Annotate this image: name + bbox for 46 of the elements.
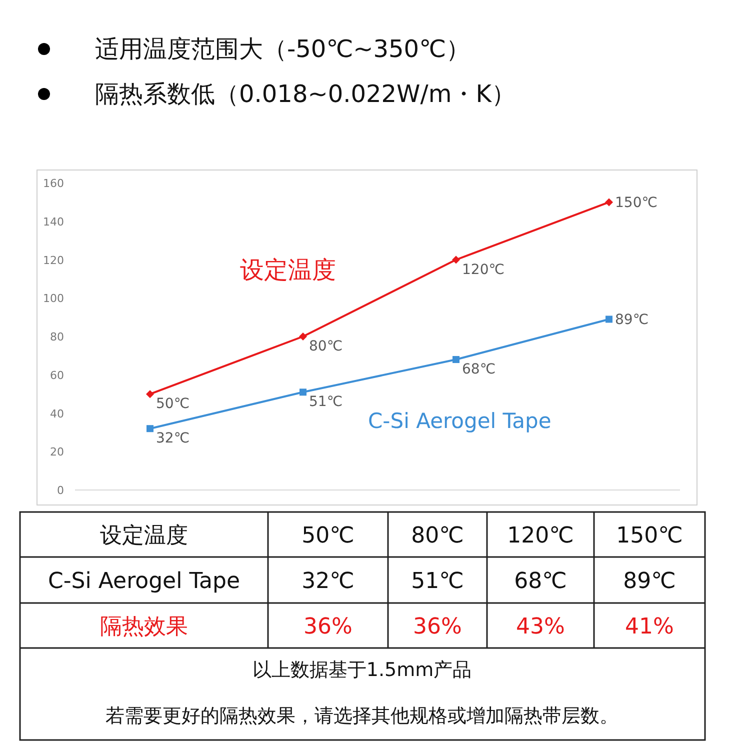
text: 68℃ [514, 569, 567, 594]
text: 设定温度 [100, 524, 188, 548]
text: 隔热系数低（0.018~0.022W/m・K） [95, 80, 516, 108]
y-tick-label: 40 [50, 407, 64, 420]
text: 43% [516, 614, 565, 640]
point [146, 390, 154, 398]
data-label: 32℃ [156, 430, 190, 447]
data-label: 120℃ [462, 262, 504, 278]
data-label: 50℃ [156, 396, 190, 412]
y-tick-label: 0 [57, 484, 64, 497]
data-label: 68℃ [462, 362, 496, 378]
text: 89℃ [623, 569, 676, 594]
point [605, 198, 613, 206]
data-label: 80℃ [309, 338, 343, 354]
text: 80℃ [411, 524, 464, 548]
text: 32℃ [302, 569, 354, 594]
point [300, 388, 306, 396]
text: 150℃ [616, 524, 683, 548]
text: 隔热效果 [100, 614, 188, 640]
data-label: 150℃ [615, 195, 658, 212]
text: 50℃ [302, 524, 354, 548]
y-tick-label: 120 [43, 254, 64, 267]
point [606, 316, 612, 323]
y-tick-label: 160 [43, 177, 64, 190]
y-tick-label: 60 [50, 368, 64, 382]
y-tick-label: 80 [50, 330, 64, 344]
text: C-Si Aerogel Tape [48, 569, 240, 594]
point [299, 332, 307, 340]
point [146, 425, 154, 432]
text: 36% [304, 614, 352, 640]
text: 120℃ [507, 524, 574, 548]
text: 若需要更好的隔热效果，请选择其他规格或增加隔热带层数。 [106, 705, 618, 727]
data-label: 51℃ [309, 394, 343, 410]
text: 36% [413, 614, 462, 640]
text: 51℃ [411, 569, 464, 594]
text: 适用温度范围大（-50℃~350℃） [95, 35, 470, 63]
y-tick-label: 20 [50, 446, 64, 459]
series-label: C-Si Aerogel Tape [368, 409, 552, 433]
text: 以上数据基于1.5mm产品 [252, 659, 472, 681]
series-label: 设定温度 [240, 256, 336, 284]
y-tick-label: 100 [43, 292, 64, 306]
text: 41% [625, 614, 674, 640]
data-label: 89℃ [615, 312, 649, 328]
point [452, 356, 460, 364]
point [452, 256, 460, 264]
y-tick-label: 140 [43, 215, 64, 228]
